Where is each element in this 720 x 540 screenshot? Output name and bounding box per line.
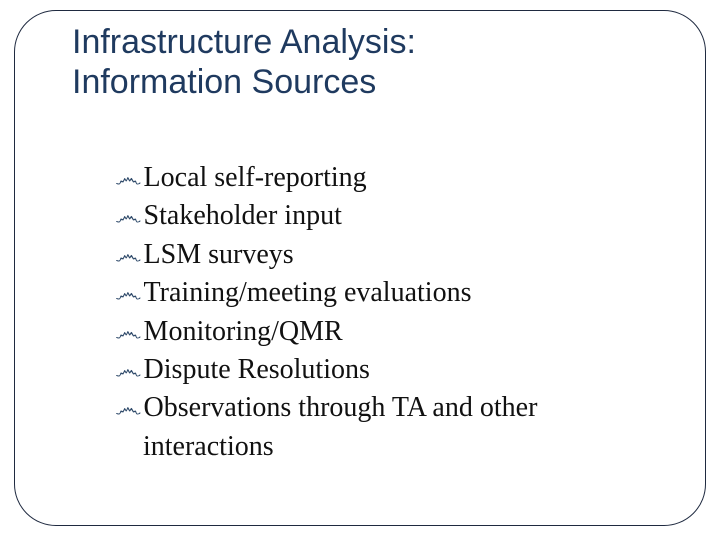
- bullet-icon: ෴: [115, 353, 142, 389]
- list-item: ෴ Stakeholder input: [115, 198, 650, 234]
- list-item: ෴ Training/meeting evaluations: [115, 275, 650, 311]
- list-item: ෴ Local self-reporting: [115, 160, 650, 196]
- list-item: ෴ Dispute Resolutions: [115, 352, 650, 388]
- list-item-text: LSM surveys: [144, 237, 650, 273]
- list-item: ෴ LSM surveys: [115, 237, 650, 273]
- list-item-text: Stakeholder input: [144, 198, 650, 234]
- list-item-text: Observations through TA and other: [144, 390, 650, 426]
- bullet-icon: ෴: [115, 391, 142, 427]
- bullet-icon: ෴: [115, 161, 142, 197]
- list-item-text: Monitoring/QMR: [144, 314, 650, 350]
- list-item-text: Dispute Resolutions: [144, 352, 650, 388]
- title-line-1: Infrastructure Analysis:: [72, 22, 660, 62]
- list-item: ෴ Observations through TA and other: [115, 390, 650, 426]
- list-item: ෴ Monitoring/QMR: [115, 314, 650, 350]
- bullet-icon: ෴: [115, 315, 142, 351]
- list-item-text: Training/meeting evaluations: [144, 275, 650, 311]
- slide: Infrastructure Analysis: Information Sou…: [0, 0, 720, 540]
- title-line-2: Information Sources: [72, 62, 660, 102]
- slide-body: ෴ Local self-reporting ෴ Stakeholder inp…: [115, 160, 650, 465]
- bullet-icon: ෴: [115, 276, 142, 312]
- slide-title: Infrastructure Analysis: Information Sou…: [72, 22, 660, 102]
- bullet-icon: ෴: [115, 238, 142, 274]
- list-item-text: Local self-reporting: [144, 160, 650, 196]
- list-item-continuation: interactions: [143, 429, 650, 465]
- bullet-icon: ෴: [115, 199, 142, 235]
